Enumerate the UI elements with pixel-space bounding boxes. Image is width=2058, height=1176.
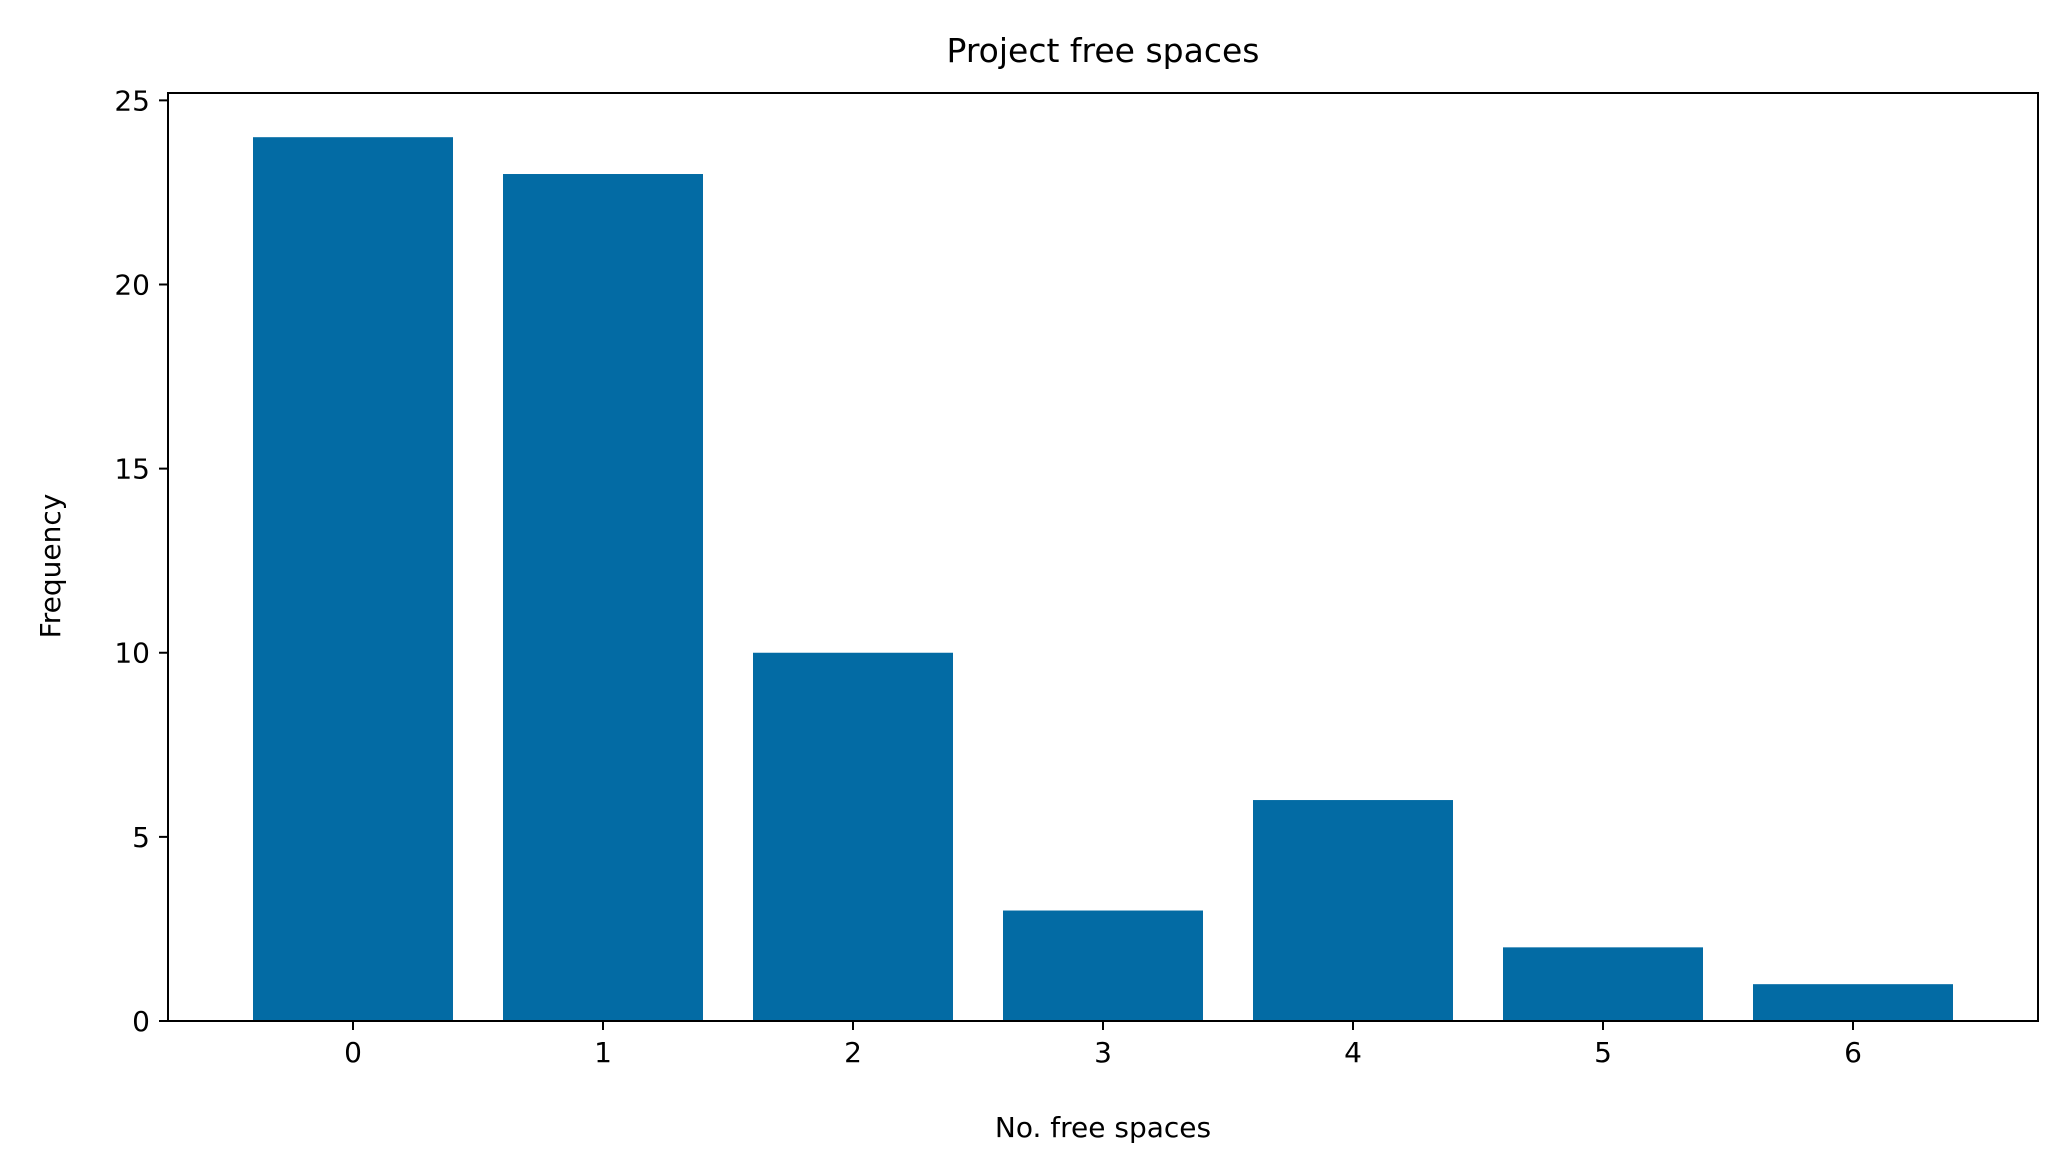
bar-2 [753,652,953,1021]
x-tick-label-4: 4 [1344,1036,1362,1069]
bar-6 [1753,984,1953,1021]
y-tick-label-25: 25 [114,84,150,117]
bar-0 [253,137,453,1021]
axes-layer: 0 1 2 3 4 5 6 0 5 10 15 20 25 [114,84,2039,1069]
x-tick-label-3: 3 [1094,1036,1112,1069]
y-tick-label-20: 20 [114,268,150,301]
y-tick-label-5: 5 [132,821,150,854]
bars-layer [253,137,1953,1021]
x-tick-label-0: 0 [344,1036,362,1069]
bar-5 [1503,947,1703,1021]
chart-title: Project free spaces [947,31,1260,70]
y-tick-label-0: 0 [132,1005,150,1038]
bar-4 [1253,800,1453,1021]
x-tick-label-6: 6 [1844,1036,1862,1069]
x-axis-label: No. free spaces [995,1111,1211,1144]
x-tick-label-1: 1 [594,1036,612,1069]
bar-3 [1003,910,1203,1021]
y-tick-label-15: 15 [114,453,150,486]
x-tick-label-2: 2 [844,1036,862,1069]
y-tick-label-10: 10 [114,637,150,670]
y-axis-label: Frequency [34,494,67,639]
bar-1 [503,174,703,1021]
x-tick-label-5: 5 [1594,1036,1612,1069]
